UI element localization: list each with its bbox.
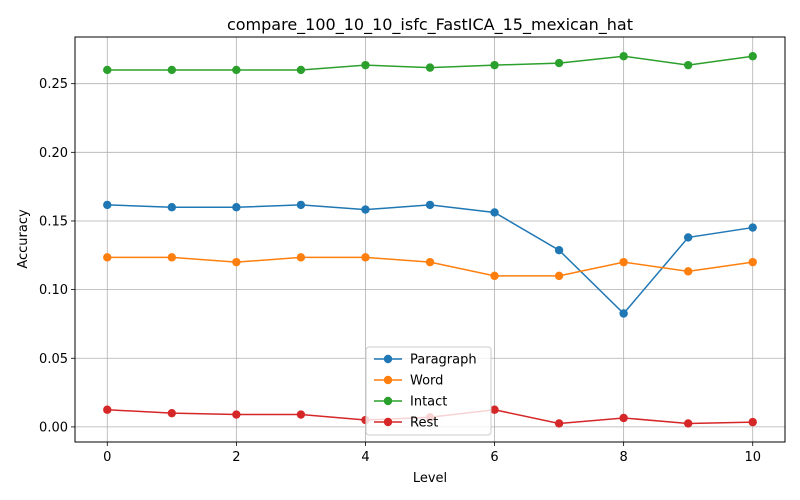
- plot-frame: [74, 36, 786, 443]
- data-point-word: [425, 257, 435, 267]
- y-tick-label: 0.20: [39, 146, 68, 161]
- series-layer: [103, 52, 757, 428]
- legend-item-paragraph: Paragraph: [374, 353, 477, 368]
- data-point-paragraph: [167, 203, 177, 212]
- data-point-word: [167, 253, 177, 262]
- legend-label: Word: [410, 374, 443, 389]
- data-point-rest: [554, 419, 564, 428]
- data-point-paragraph: [490, 208, 499, 217]
- data-point-paragraph: [683, 233, 693, 242]
- x-tick-label: 2: [232, 450, 240, 465]
- y-axis-label: Accuracy: [16, 209, 31, 269]
- data-point-paragraph: [361, 205, 370, 214]
- legend-item-rest: Rest: [374, 416, 438, 431]
- data-point-word: [683, 267, 693, 276]
- x-axis-ticks: 0 2 4 6 8 10: [103, 442, 761, 465]
- data-point-paragraph: [296, 200, 306, 210]
- x-tick-label: 4: [361, 450, 369, 465]
- data-point-rest: [619, 413, 628, 423]
- data-point-paragraph: [554, 246, 564, 255]
- data-point-paragraph: [425, 200, 435, 210]
- legend-swatch-marker: [383, 375, 393, 385]
- data-point-paragraph: [748, 223, 757, 232]
- data-point-paragraph: [232, 203, 241, 212]
- data-point-intact: [490, 60, 499, 70]
- data-point-intact: [619, 52, 628, 61]
- data-point-intact: [748, 52, 757, 61]
- x-tick-label: 10: [744, 450, 761, 465]
- legend-item-word: Word: [374, 374, 443, 389]
- x-tick-label: 6: [490, 450, 498, 465]
- data-point-paragraph: [103, 200, 112, 210]
- legend-swatch-marker: [383, 396, 393, 406]
- data-point-rest: [490, 405, 499, 414]
- data-point-intact: [103, 65, 112, 75]
- data-point-rest: [296, 410, 306, 419]
- x-axis-label: Level: [413, 471, 447, 486]
- data-point-rest: [683, 419, 693, 428]
- grid-lines: [75, 37, 785, 442]
- data-point-word: [554, 271, 564, 281]
- y-tick-label: 0.25: [39, 77, 68, 92]
- data-point-rest: [167, 408, 177, 418]
- data-point-paragraph: [619, 309, 628, 318]
- data-point-intact: [167, 65, 177, 75]
- data-point-intact: [361, 60, 370, 70]
- data-point-rest: [232, 410, 241, 419]
- data-point-word: [361, 253, 370, 262]
- data-point-word: [232, 257, 241, 267]
- data-point-rest: [103, 405, 112, 414]
- series-intact: [103, 52, 757, 75]
- data-point-intact: [425, 63, 435, 72]
- y-tick-label: 0.15: [39, 214, 68, 229]
- data-point-word: [490, 271, 499, 281]
- y-tick-label: 0.10: [39, 283, 68, 298]
- y-axis-ticks: 0.00 0.05 0.10 0.15 0.20 0.25: [39, 77, 75, 435]
- legend-box: [365, 346, 492, 436]
- data-point-intact: [232, 65, 241, 75]
- legend-swatch-marker: [383, 354, 393, 364]
- legend-label: Intact: [410, 395, 447, 410]
- data-point-intact: [683, 60, 693, 70]
- y-tick-label: 0.00: [39, 420, 68, 435]
- data-point-word: [103, 253, 112, 262]
- series-word: [103, 253, 757, 281]
- chart-title: compare_100_10_10_isfc_FastICA_15_mexica…: [227, 15, 633, 35]
- x-tick-label: 0: [103, 450, 111, 465]
- data-point-intact: [296, 65, 306, 75]
- y-tick-label: 0.05: [39, 352, 68, 367]
- legend: Paragraph Word Intact Rest: [365, 346, 492, 436]
- data-point-word: [296, 253, 306, 262]
- legend-label: Paragraph: [410, 353, 477, 368]
- data-point-word: [748, 257, 757, 267]
- series-paragraph: [103, 200, 757, 318]
- data-point-rest: [748, 417, 757, 427]
- data-point-word: [619, 257, 628, 267]
- legend-item-intact: Intact: [374, 395, 447, 410]
- data-point-intact: [554, 58, 564, 68]
- x-tick-label: 8: [619, 450, 627, 465]
- legend-swatch-marker: [383, 417, 393, 427]
- legend-label: Rest: [410, 416, 438, 431]
